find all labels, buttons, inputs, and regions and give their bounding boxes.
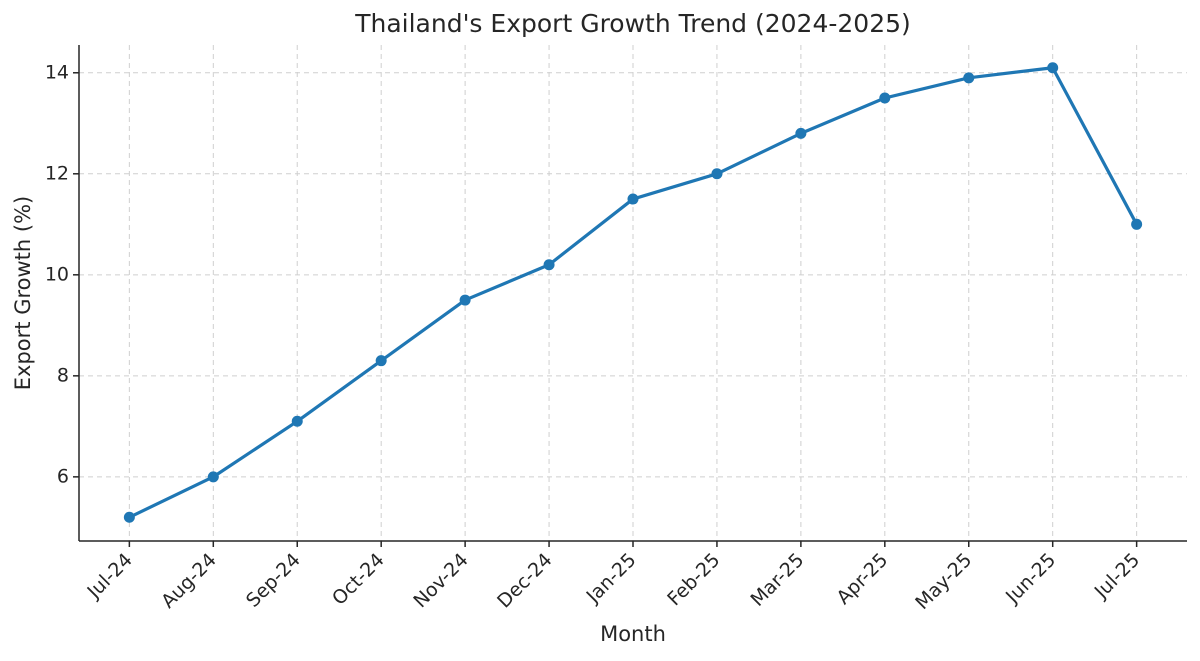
y-tick-label: 12 — [45, 162, 69, 184]
x-tick-label: Dec-24 — [493, 549, 557, 613]
x-tick-label: Jul-24 — [82, 549, 136, 603]
y-tick-label: 8 — [57, 364, 69, 386]
x-tick-label: Apr-25 — [832, 549, 892, 609]
x-tick-label: Nov-24 — [409, 549, 472, 612]
x-tick-label: May-25 — [911, 549, 976, 614]
point — [543, 259, 555, 271]
chart-title: Thailand's Export Growth Trend (2024-202… — [354, 9, 911, 38]
point — [291, 415, 303, 427]
point — [459, 294, 471, 306]
y-tick-label: 14 — [45, 61, 69, 83]
point — [963, 72, 975, 84]
y-tick-label: 10 — [45, 263, 69, 285]
x-tick-label: Jan-25 — [582, 549, 641, 608]
point — [207, 471, 219, 483]
point — [123, 511, 135, 523]
point — [879, 92, 891, 104]
x-tick-label: Feb-25 — [663, 549, 724, 610]
x-tick-label: Oct-24 — [328, 549, 389, 610]
point — [375, 355, 387, 367]
x-tick-label: Jun-25 — [1001, 549, 1060, 608]
x-tick-label: Sep-24 — [242, 549, 305, 612]
point — [627, 193, 639, 205]
x-tick-label: Mar-25 — [746, 549, 808, 611]
x-tick-label: Jul-25 — [1090, 549, 1144, 603]
point — [795, 127, 807, 139]
point — [1047, 62, 1059, 74]
y-axis-label: Export Growth (%) — [11, 196, 35, 390]
x-axis-label: Month — [600, 622, 666, 646]
x-tick-label: Aug-24 — [157, 549, 221, 613]
point — [1131, 218, 1143, 230]
point — [711, 168, 723, 180]
y-tick-label: 6 — [57, 465, 69, 487]
